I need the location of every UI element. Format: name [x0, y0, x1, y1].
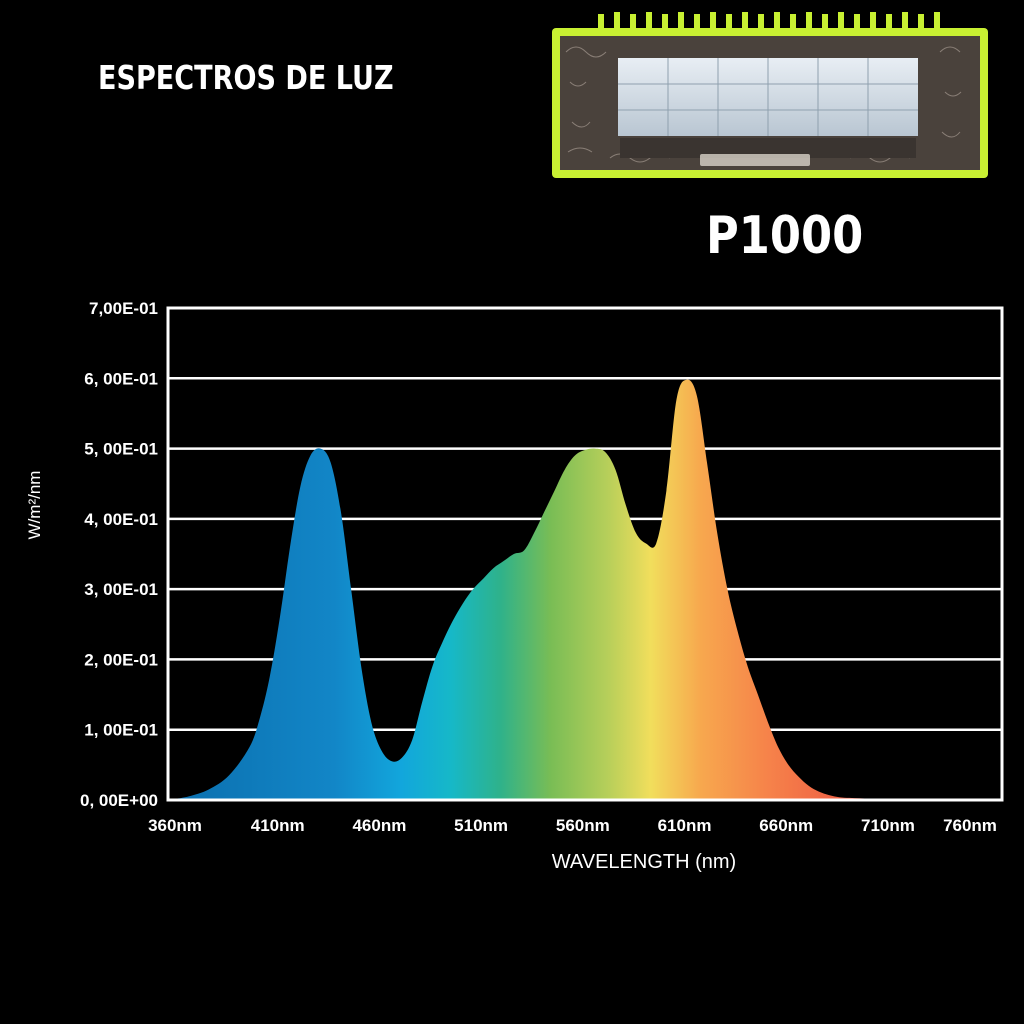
heatsink-fins [598, 12, 940, 30]
y-axis-label: W/m²/nm [25, 471, 44, 540]
plot-frame [166, 306, 1004, 802]
x-axis-ticks: 360nm 410nm 460nm 510nm 560nm 610nm 660nm 710nm… [148, 816, 997, 835]
grid-lines [168, 377, 1002, 731]
grow-light-illustration [552, 12, 988, 178]
y-tick-label: 0, 00E+00 [80, 791, 158, 810]
x-tick-label: 460nm [352, 816, 406, 835]
y-tick-label: 1, 00E-01 [84, 721, 158, 740]
spectrum-area [168, 379, 1002, 800]
y-tick-label: 6, 00E-01 [84, 369, 158, 388]
y-tick-label: 4, 00E-01 [84, 510, 158, 529]
y-tick-label: 5, 00E-01 [84, 440, 158, 459]
x-tick-label: 660nm [759, 816, 813, 835]
x-tick-label: 560nm [556, 816, 610, 835]
y-axis-ticks: 0, 00E+00 1, 00E-01 2, 00E-01 3, 00E-01 4, 0… [80, 299, 158, 810]
y-tick-label: 3, 00E-01 [84, 580, 158, 599]
model-name: P1000 [706, 206, 864, 266]
x-tick-label: 510nm [454, 816, 508, 835]
grow-light-image [550, 12, 992, 182]
y-tick-label: 2, 00E-01 [84, 650, 158, 669]
x-tick-label: 710nm [861, 816, 915, 835]
x-tick-label: 760nm [943, 816, 997, 835]
x-axis-label: WAVELENGTH (nm) [552, 851, 736, 873]
led-grid [618, 58, 918, 136]
x-tick-label: 410nm [251, 816, 305, 835]
x-tick-label: 610nm [658, 816, 712, 835]
y-tick-label: 7,00E-01 [89, 299, 158, 318]
page-title: ESPECTROS DE LUZ [98, 58, 394, 97]
x-tick-label: 360nm [148, 816, 202, 835]
